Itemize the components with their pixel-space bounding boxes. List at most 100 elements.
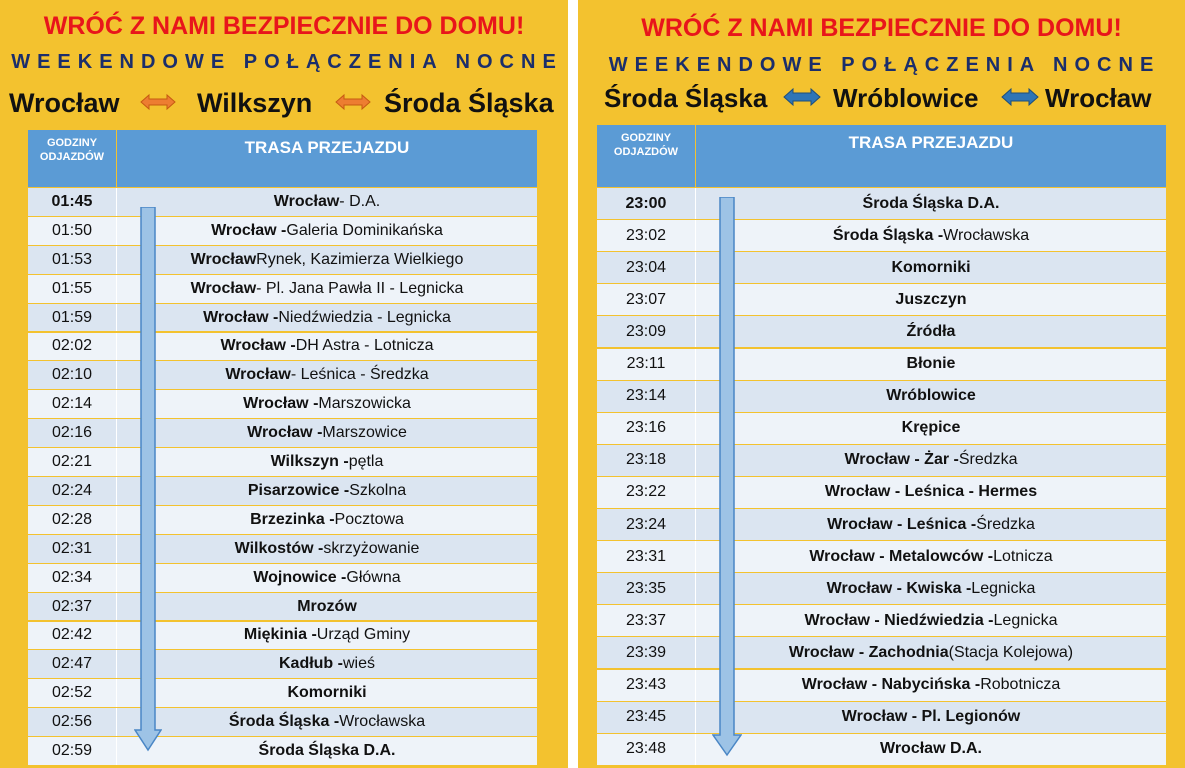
column-divider (695, 316, 696, 348)
stop-name: Wrocław - Galeria Dominikańska (117, 217, 537, 245)
stop-name-detail: wieś (342, 655, 375, 673)
stop-name: Środa Śląska - Wrocławska (696, 220, 1166, 251)
column-divider (695, 637, 696, 669)
column-divider (695, 733, 696, 765)
stop-name-detail: Główna (346, 568, 401, 586)
departure-time: 02:21 (51, 453, 93, 471)
stop-name: Wrocław - Nabycińska - Robotnicza (696, 670, 1166, 701)
stop-name-bold: Wrocław (190, 250, 257, 268)
header-times: GODZINY ODJAZDÓW (597, 125, 695, 187)
panel-subtitle: WEEKENDOWE POŁĄCZENIA NOCNE (11, 51, 563, 73)
column-divider (116, 216, 117, 245)
stop-name: Kadłub - wieś (117, 650, 537, 678)
stop-name-bold: Środa Śląska - (228, 713, 340, 731)
stop-name-detail: Legnicka (971, 579, 1036, 597)
departure-time: 01:45 (51, 192, 93, 210)
stop-name: Wilkszyn - pętla (117, 448, 537, 476)
departure-time: 23:16 (625, 419, 667, 437)
stop-name-detail: Pocztowa (334, 510, 404, 528)
departure-time: 02:24 (51, 481, 93, 499)
stop-name-bold: Wrocław (225, 366, 291, 384)
table-row: 02:31 Wilkostów - skrzyżowanie (28, 534, 537, 563)
column-divider (695, 220, 696, 252)
column-divider (116, 708, 117, 737)
departure-time: 23:18 (625, 451, 667, 469)
column-divider (695, 284, 696, 316)
table-row: 01:59 Wrocław - Niedźwiedzia - Legnicka (28, 303, 537, 332)
stop-name-bold: Źródła (906, 322, 956, 340)
stop-name: Brzezinka - Pocztowa (117, 506, 537, 534)
stop-name-detail: Niedźwiedzia - Legnicka (278, 308, 451, 326)
column-divider (116, 361, 117, 390)
column-divider (116, 679, 117, 708)
table-row: 02:42 Miękinia - Urząd Gminy (28, 621, 537, 650)
column-divider (116, 188, 117, 216)
column-divider (695, 444, 696, 476)
stop-name-bold: Wrocław - Pl. Legionów (841, 708, 1021, 726)
table-row: 02:16 Wrocław - Marszowice (28, 419, 537, 448)
column-divider (116, 563, 117, 592)
stop-name: Wrocław - Leśnica - Średzka (117, 361, 537, 389)
stop-name: Wrocław - Metalowców - Lotnicza (696, 541, 1166, 572)
stop-name-bold: Wrocław - Niedźwiedzia - (804, 611, 994, 629)
stop-name-bold: Wrocław - (211, 221, 287, 239)
stop-name-detail: Średzka (976, 515, 1035, 533)
table-row: 23:45 Wrocław - Pl. Legionów (597, 701, 1166, 733)
double-arrow-icon (140, 93, 176, 111)
stop-name-detail: DH Astra - Lotnicza (295, 337, 434, 355)
stop-name: Wrocław - DH Astra - Lotnicza (117, 333, 537, 361)
stop-name: Wrocław - D.A. (117, 188, 537, 216)
stop-name-bold: Wrocław D.A. (880, 740, 982, 758)
departure-time: 23:00 (625, 194, 667, 212)
stop-name: Środa Śląska - Wrocławska (117, 708, 537, 736)
timetable: GODZINY ODJAZDÓW TRASA PRZEJAZDU 23:00 Śr… (597, 125, 1166, 768)
column-divider (116, 505, 117, 534)
direction-arrow-icon (712, 197, 742, 757)
panel-title: WRÓĆ Z NAMI BEZPIECZNIE DO DOMU! (43, 12, 525, 40)
stop-name-bold: Miękinia - (243, 626, 317, 644)
departure-time: 23:09 (625, 322, 667, 340)
stop-name: Wrocław - Pl. Legionów (696, 702, 1166, 733)
double-arrow-icon (783, 87, 821, 107)
stop-name: Komorniki (696, 252, 1166, 283)
departure-time: 23:45 (625, 708, 667, 726)
table-row: 23:04 Komorniki (597, 252, 1166, 284)
departure-time: 23:24 (625, 515, 667, 533)
column-divider (116, 737, 117, 765)
double-arrow-icon (335, 93, 371, 111)
stop-name-detail: Rynek, Kazimierza Wielkiego (256, 250, 464, 268)
column-divider (695, 509, 696, 541)
column-divider (695, 188, 696, 220)
departure-time: 23:39 (625, 643, 667, 661)
left-panel: WRÓĆ Z NAMI BEZPIECZNIE DO DOMU! WEEKEND… (0, 0, 568, 768)
table-row: 23:35 Wrocław - Kwiska - Legnicka (597, 573, 1166, 605)
column-divider (695, 605, 696, 637)
stop-name-bold: Wrocław - Kwiska - (826, 579, 972, 597)
stop-name: Środa Śląska D.A. (696, 188, 1166, 219)
stop-name-bold: Mrozów (297, 597, 357, 615)
stop-name-bold: Kadłub - (278, 655, 343, 673)
column-divider (116, 390, 117, 419)
route-stop-start: Środa Śląska (604, 83, 768, 113)
route-stop-middle: Wilkszyn (197, 88, 313, 118)
stop-name-detail: - Leśnica - Średzka (290, 366, 429, 384)
departure-time: 23:43 (625, 676, 667, 694)
column-divider (116, 332, 117, 361)
stop-name-detail: Marszowice (322, 424, 407, 442)
stop-name-bold: Krępice (901, 419, 961, 437)
table-row: 02:37 Mrozów (28, 592, 537, 621)
table-row: 23:48 Wrocław D.A. (597, 733, 1166, 765)
table-row: 23:18 Wrocław - Żar - Średzka (597, 444, 1166, 476)
column-divider (116, 650, 117, 679)
column-divider (695, 412, 696, 444)
stop-name: Miękinia - Urząd Gminy (117, 622, 537, 650)
departure-time: 01:50 (51, 221, 93, 239)
departure-time: 02:16 (51, 424, 93, 442)
stop-name: Komorniki (117, 679, 537, 707)
stop-name: Wrocław Rynek, Kazimierza Wielkiego (117, 246, 537, 274)
departure-time: 23:04 (625, 258, 667, 276)
panel-subtitle: WEEKENDOWE POŁĄCZENIA NOCNE (608, 54, 1161, 76)
column-divider (695, 252, 696, 284)
stop-name: Wilkostów - skrzyżowanie (117, 535, 537, 563)
departure-time: 02:14 (51, 395, 93, 413)
